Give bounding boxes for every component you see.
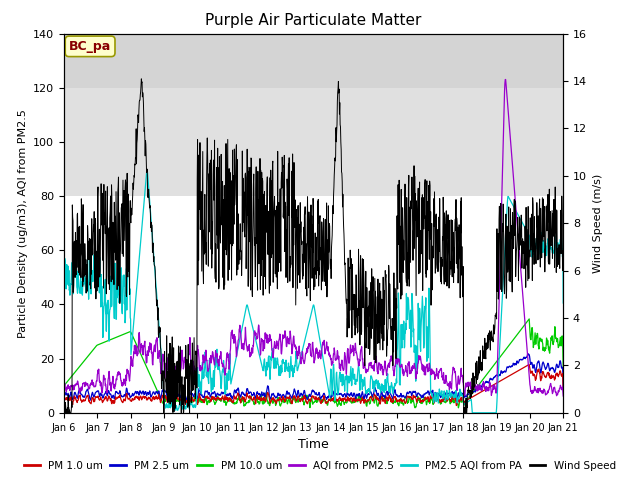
Text: BC_pa: BC_pa	[69, 40, 111, 53]
Y-axis label: Particle Density (ug/m3), AQI from PM2.5: Particle Density (ug/m3), AQI from PM2.5	[17, 109, 28, 337]
Bar	[64, 34, 563, 88]
X-axis label: Time: Time	[298, 438, 329, 451]
Title: Purple Air Particulate Matter: Purple Air Particulate Matter	[205, 13, 422, 28]
Legend: PM 1.0 um, PM 2.5 um, PM 10.0 um, AQI from PM2.5, PM2.5 AQI from PA, Wind Speed: PM 1.0 um, PM 2.5 um, PM 10.0 um, AQI fr…	[20, 456, 620, 475]
Y-axis label: Wind Speed (m/s): Wind Speed (m/s)	[593, 174, 603, 273]
Bar	[64, 88, 563, 196]
